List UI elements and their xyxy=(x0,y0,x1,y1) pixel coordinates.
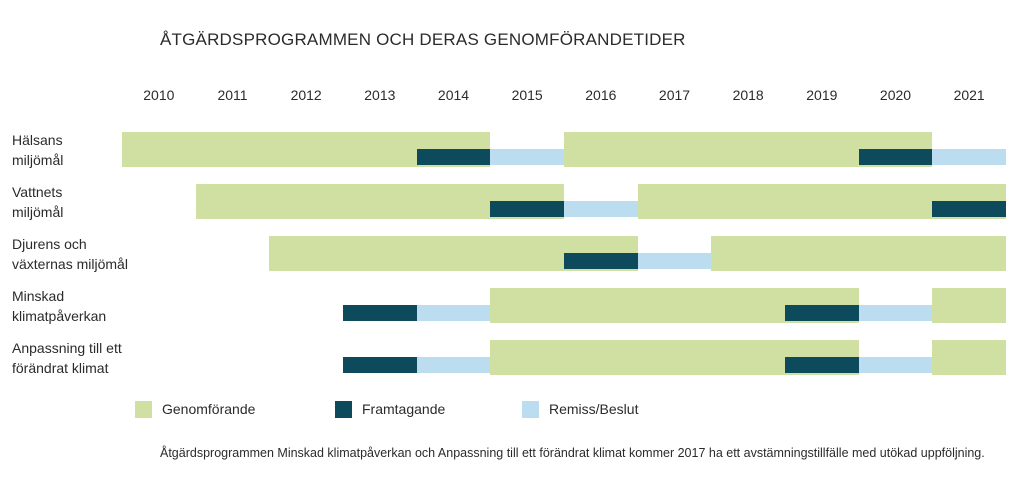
bar-remiss xyxy=(564,201,638,217)
row-label: Minskad klimatpåverkan xyxy=(12,286,106,326)
row-label: Anpassning till ett förändrat klimat xyxy=(12,338,122,378)
year-label-2019: 2019 xyxy=(806,87,838,103)
row-label: Hälsans miljömål xyxy=(12,130,63,170)
bar-remiss xyxy=(932,149,1006,165)
bar-genomforande xyxy=(932,340,1006,375)
row-label: Vattnets miljömål xyxy=(12,182,63,222)
year-label-2017: 2017 xyxy=(658,87,691,103)
row-label-line: Minskad xyxy=(12,288,65,304)
year-label-2020: 2020 xyxy=(879,87,912,103)
year-label-2011: 2011 xyxy=(217,87,248,103)
year-label-2014: 2014 xyxy=(437,87,470,103)
legend-item-remiss: Remiss/Beslut xyxy=(522,400,638,418)
bar-genomforande xyxy=(932,288,1006,323)
year-label-2013: 2013 xyxy=(364,87,396,103)
legend-item-framtagande: Framtagande xyxy=(335,400,445,418)
legend-swatch xyxy=(335,400,352,418)
bar-remiss xyxy=(416,305,491,321)
year-label-2015: 2015 xyxy=(511,87,543,103)
year-label-2021: 2021 xyxy=(953,87,985,103)
bar-framtagande xyxy=(343,305,417,321)
bar-framtagande xyxy=(858,149,933,165)
bar-framtagande xyxy=(785,357,859,373)
row-label-line: Vattnets xyxy=(12,184,63,200)
bar-genomforande xyxy=(711,236,1006,271)
legend-item-genomforande: Genomförande xyxy=(135,400,255,418)
year-label-2012: 2012 xyxy=(290,87,322,103)
year-label-2018: 2018 xyxy=(732,87,764,103)
legend-swatch xyxy=(135,400,152,418)
bar-remiss xyxy=(858,357,933,373)
bar-framtagande xyxy=(490,201,564,217)
legend-swatch xyxy=(522,400,539,418)
row-label-line: Djurens och xyxy=(12,236,87,252)
legend-label: Genomförande xyxy=(162,401,256,417)
row-label-line: miljömål xyxy=(12,152,64,168)
bar-remiss xyxy=(416,357,491,373)
legend-label: Remiss/Beslut xyxy=(549,401,639,417)
footnote: Åtgärdsprogrammen Minskad klimatpåverkan… xyxy=(160,446,985,460)
legend-label: Framtagande xyxy=(362,401,446,417)
bar-framtagande xyxy=(785,305,859,321)
row-label: Djurens och växternas miljömål xyxy=(12,234,128,274)
row-label-line: klimatpåverkan xyxy=(12,308,107,324)
bar-remiss xyxy=(490,149,564,165)
row-label-line: Anpassning till ett xyxy=(12,340,122,356)
bar-framtagande xyxy=(416,149,491,165)
bar-framtagande xyxy=(564,253,638,269)
row-label-line: Hälsans xyxy=(12,132,63,148)
row-label-line: förändrat klimat xyxy=(12,360,109,376)
row-label-line: växternas miljömål xyxy=(12,256,128,272)
bar-remiss xyxy=(637,253,712,269)
year-label-2010: 2010 xyxy=(143,87,175,103)
bar-remiss xyxy=(858,305,933,321)
chart-title: ÅTGÄRDSPROGRAMMEN OCH DERAS GENOMFÖRANDE… xyxy=(160,30,686,49)
bar-framtagande xyxy=(932,201,1006,217)
row-label-line: miljömål xyxy=(12,204,64,220)
bar-framtagande xyxy=(343,357,417,373)
year-label-2016: 2016 xyxy=(585,87,617,103)
